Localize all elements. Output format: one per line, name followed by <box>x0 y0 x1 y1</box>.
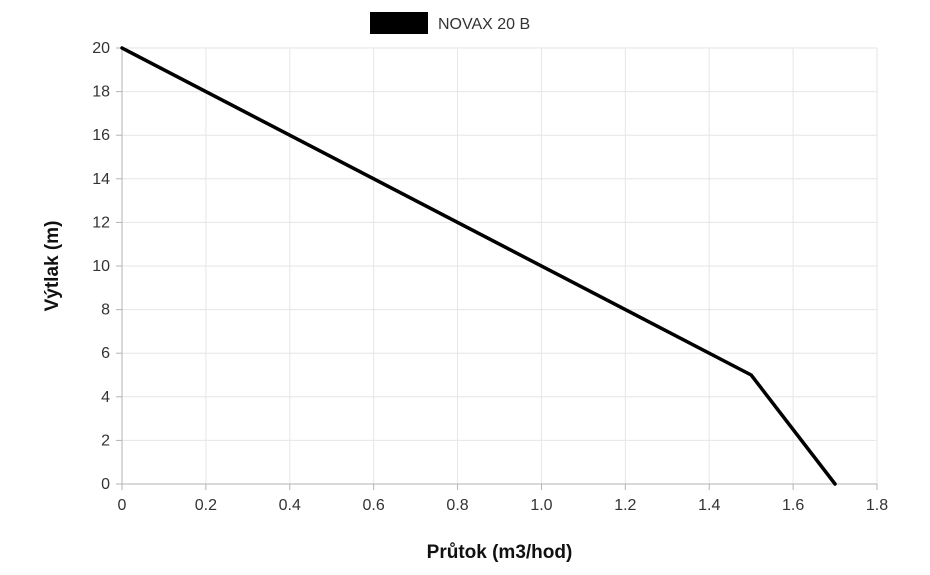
x-tick-label: 0.8 <box>446 497 468 514</box>
legend-swatch[interactable] <box>370 12 428 34</box>
y-axis-title: Výtlak (m) <box>42 221 63 312</box>
grid <box>121 47 878 485</box>
series <box>120 46 837 486</box>
y-tick-label: 20 <box>92 40 110 57</box>
x-tick-label: 1.6 <box>782 497 804 514</box>
y-tick-label: 8 <box>101 302 110 319</box>
x-tick-label: 1.8 <box>866 497 888 514</box>
x-axis-title: Průtok (m3/hod) <box>427 542 573 563</box>
x-tick-label: 1.0 <box>530 497 552 514</box>
y-tick-label: 10 <box>92 258 110 275</box>
x-tick-label: 0.6 <box>363 497 385 514</box>
y-tick-label: 2 <box>101 432 110 449</box>
y-tick-label: 14 <box>92 171 110 188</box>
y-tick-label: 0 <box>101 476 110 493</box>
x-tick-label: 0.4 <box>279 497 301 514</box>
x-tick-label: 0 <box>118 497 127 514</box>
legend-label[interactable]: NOVAX 20 B <box>438 16 530 33</box>
x-tick-label: 1.4 <box>698 497 720 514</box>
tick-labels: 0 0.2 0.4 0.6 0.8 1.0 1.2 1.4 1.6 1.8 0 2 4 6 8 10 12 14 1… <box>92 40 888 514</box>
series-line[interactable] <box>120 46 837 486</box>
x-tick-label: 1.2 <box>614 497 636 514</box>
y-tick-label: 6 <box>101 345 110 362</box>
legend[interactable]: NOVAX 20 B <box>370 12 530 34</box>
x-tick-label: 0.2 <box>195 497 217 514</box>
y-tick-label: 18 <box>92 84 110 101</box>
y-tick-label: 16 <box>92 127 110 144</box>
y-tick-label: 4 <box>101 389 110 406</box>
y-tick-label: 12 <box>92 214 110 231</box>
